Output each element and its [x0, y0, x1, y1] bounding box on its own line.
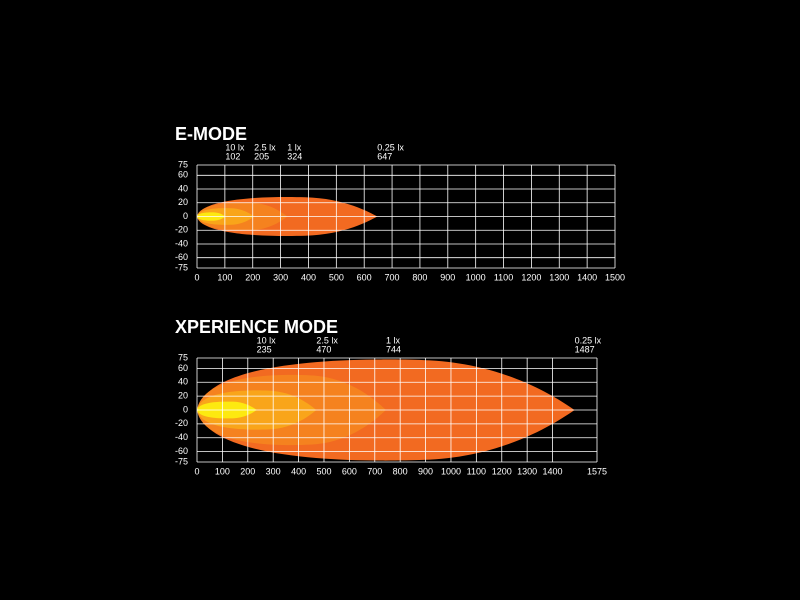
y-tick-label: -60 [175, 252, 188, 262]
contour-distance: 470 [316, 344, 331, 354]
chart-title: E-MODE [175, 124, 247, 144]
contour-distance: 102 [225, 151, 240, 161]
x-tick-label: 200 [240, 466, 255, 476]
contour-distance: 1487 [575, 344, 595, 354]
y-tick-label: 40 [178, 183, 188, 193]
x-tick-label: 1000 [441, 466, 461, 476]
contour-label: 0.25 lx [377, 142, 404, 152]
x-tick-label: 300 [266, 466, 281, 476]
x-tick-label: 800 [412, 272, 427, 282]
y-tick-label: 75 [178, 352, 188, 362]
contour-label: 10 lx [225, 142, 245, 152]
y-tick-label: -75 [175, 456, 188, 466]
contour-label: 10 lx [257, 335, 277, 345]
x-tick-label: 1100 [467, 466, 486, 476]
y-tick-label: 60 [178, 363, 188, 373]
y-tick-label: -60 [175, 446, 188, 456]
x-tick-label: 1300 [549, 272, 569, 282]
x-tick-label: 900 [440, 272, 455, 282]
x-tick-label: 400 [301, 272, 316, 282]
x-tick-label: 100 [215, 466, 230, 476]
contour-label: 0.25 lx [575, 335, 602, 345]
x-tick-label: 1300 [517, 466, 537, 476]
y-tick-label: -20 [175, 418, 188, 428]
y-tick-label: -75 [175, 262, 188, 272]
contour-distance: 235 [257, 344, 272, 354]
x-tick-label: 1575 [587, 466, 607, 476]
contour-label: 2.5 lx [254, 142, 276, 152]
x-tick-label: 0 [194, 272, 199, 282]
x-tick-label: 800 [393, 466, 408, 476]
contour-distance: 205 [254, 151, 269, 161]
y-tick-label: 40 [178, 377, 188, 387]
contour-distance: 744 [386, 344, 401, 354]
y-tick-label: 0 [183, 211, 188, 221]
x-tick-label: 1400 [577, 272, 597, 282]
y-tick-label: -20 [175, 225, 188, 235]
y-tick-label: 0 [183, 404, 188, 414]
x-tick-label: 1400 [543, 466, 563, 476]
x-tick-label: 1100 [494, 272, 513, 282]
x-tick-label: 100 [217, 272, 232, 282]
y-tick-label: 60 [178, 170, 188, 180]
y-tick-label: 75 [178, 159, 188, 169]
contour-distance: 324 [287, 151, 302, 161]
x-tick-label: 1200 [521, 272, 541, 282]
contour-label: 1 lx [287, 142, 302, 152]
x-tick-label: 1500 [605, 272, 625, 282]
contour-label: 1 lx [386, 335, 401, 345]
x-tick-label: 700 [367, 466, 382, 476]
y-tick-label: -40 [175, 238, 188, 248]
x-tick-label: 400 [291, 466, 306, 476]
x-tick-label: 500 [316, 466, 331, 476]
chart-title: XPERIENCE MODE [175, 317, 338, 337]
x-tick-label: 1200 [492, 466, 512, 476]
y-tick-label: 20 [178, 197, 188, 207]
x-tick-label: 0 [194, 466, 199, 476]
x-tick-label: 600 [357, 272, 372, 282]
x-tick-label: 300 [273, 272, 288, 282]
y-tick-label: -40 [175, 432, 188, 442]
x-tick-label: 500 [329, 272, 344, 282]
x-tick-label: 600 [342, 466, 357, 476]
contour-distance: 647 [377, 151, 392, 161]
x-tick-label: 1000 [466, 272, 486, 282]
x-tick-label: 200 [245, 272, 260, 282]
y-tick-label: 20 [178, 391, 188, 401]
x-tick-label: 700 [385, 272, 400, 282]
contour-label: 2.5 lx [316, 335, 338, 345]
x-tick-label: 900 [418, 466, 433, 476]
